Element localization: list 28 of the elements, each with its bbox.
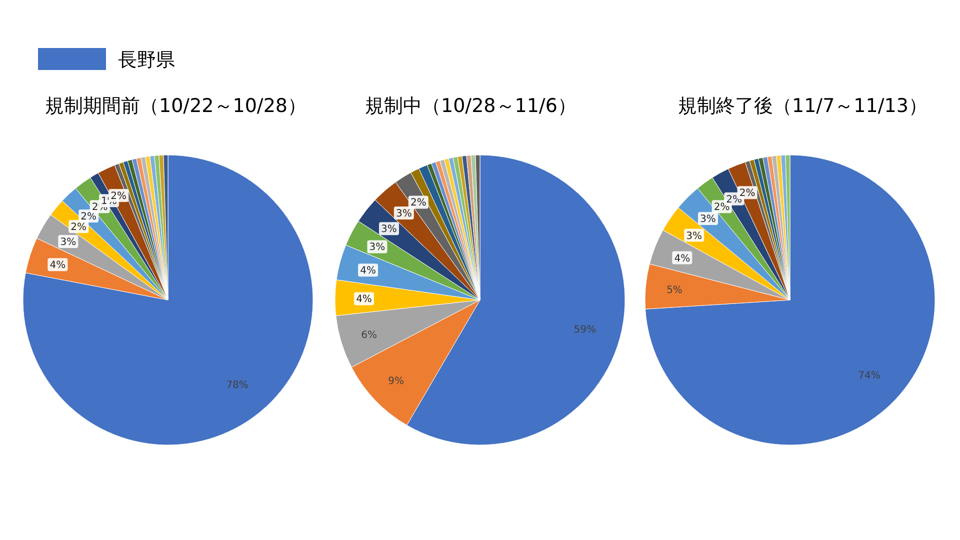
data-label: 6% — [361, 330, 377, 341]
data-label: 3% — [396, 208, 412, 220]
chart-title: 規制終了後（11/7～11/13） — [678, 95, 928, 117]
data-label: 3% — [60, 236, 76, 248]
data-label: 2% — [410, 198, 426, 209]
data-label: 4% — [50, 260, 66, 272]
data-label: 5% — [666, 285, 682, 296]
data-label: 2% — [726, 194, 742, 206]
data-label: 2% — [70, 222, 87, 234]
data-label: 2% — [739, 188, 756, 200]
data-label: 74% — [858, 370, 880, 382]
legend-label: 長野県 — [118, 49, 175, 71]
data-label: 4% — [674, 253, 690, 264]
data-label: 4% — [360, 266, 376, 277]
data-label: 9% — [388, 376, 404, 388]
chart-title: 規制中（10/28～11/6） — [365, 95, 576, 117]
text: 規制期間前（10/22～10/28） — [45, 95, 307, 117]
data-label: 78% — [226, 380, 248, 391]
legend: 長野県 — [38, 48, 175, 71]
data-label: 2% — [714, 202, 730, 214]
data-label: 2% — [92, 202, 108, 214]
data-label: 3% — [381, 224, 397, 236]
data-label: 3% — [686, 230, 702, 242]
data-label: 4% — [356, 294, 372, 306]
data-label: 3% — [700, 214, 716, 225]
data-label: 2% — [80, 211, 97, 222]
data-label: 3% — [369, 242, 386, 254]
data-label: 59% — [574, 324, 596, 336]
